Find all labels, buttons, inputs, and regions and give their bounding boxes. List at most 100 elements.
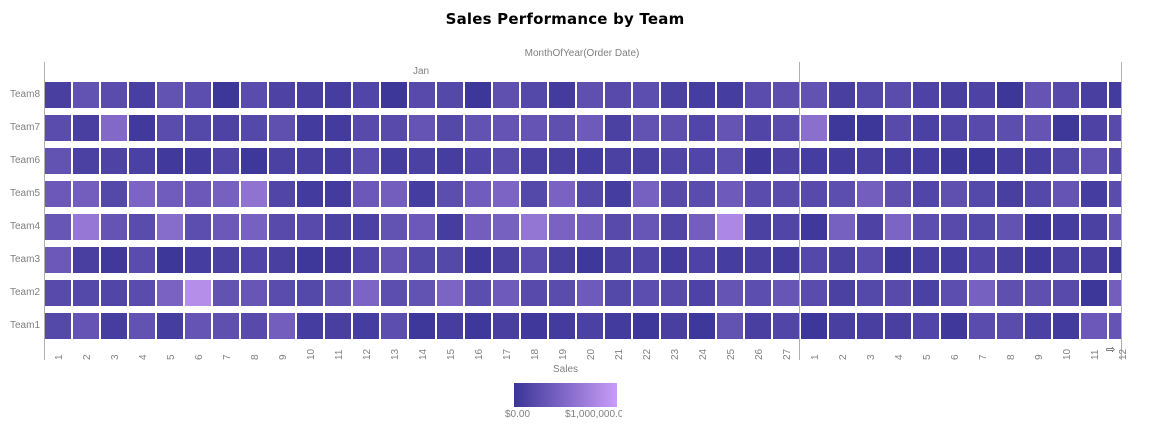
heatmap-cell[interactable] <box>129 313 155 339</box>
heatmap-cell[interactable] <box>661 82 687 108</box>
heatmap-cell[interactable] <box>157 313 183 339</box>
heatmap-cell[interactable] <box>549 148 575 174</box>
heatmap-cell[interactable] <box>913 214 939 240</box>
heatmap-cell[interactable] <box>801 313 827 339</box>
heatmap-cell[interactable] <box>941 181 967 207</box>
heatmap-cell[interactable] <box>857 82 883 108</box>
heatmap-cell[interactable] <box>969 214 995 240</box>
heatmap-cell[interactable] <box>381 214 407 240</box>
heatmap-cell[interactable] <box>185 181 211 207</box>
heatmap-cell[interactable] <box>269 115 295 141</box>
heatmap-cell[interactable] <box>465 148 491 174</box>
heatmap-cell[interactable] <box>829 115 855 141</box>
heatmap-cell[interactable] <box>45 280 71 306</box>
heatmap-cell[interactable] <box>661 313 687 339</box>
heatmap-cell[interactable] <box>829 247 855 273</box>
heatmap-cell[interactable] <box>913 181 939 207</box>
heatmap-cell[interactable] <box>941 313 967 339</box>
heatmap-cell[interactable] <box>997 313 1023 339</box>
heatmap-cell[interactable] <box>353 280 379 306</box>
heatmap-cell[interactable] <box>409 181 435 207</box>
heatmap-cell[interactable] <box>1109 247 1121 273</box>
heatmap-cell[interactable] <box>353 82 379 108</box>
heatmap-cell[interactable] <box>1109 181 1121 207</box>
heatmap-cell[interactable] <box>213 280 239 306</box>
heatmap-cell[interactable] <box>73 313 99 339</box>
heatmap-cell[interactable] <box>241 181 267 207</box>
heatmap-cell[interactable] <box>969 313 995 339</box>
heatmap-cell[interactable] <box>157 148 183 174</box>
heatmap-cell[interactable] <box>381 82 407 108</box>
heatmap-cell[interactable] <box>689 247 715 273</box>
heatmap-cell[interactable] <box>521 115 547 141</box>
heatmap-cell[interactable] <box>549 181 575 207</box>
heatmap-cell[interactable] <box>381 115 407 141</box>
heatmap-cell[interactable] <box>1109 82 1121 108</box>
heatmap-cell[interactable] <box>185 313 211 339</box>
heatmap-cell[interactable] <box>885 148 911 174</box>
heatmap-cell[interactable] <box>157 181 183 207</box>
heatmap-cell[interactable] <box>885 181 911 207</box>
heatmap-cell[interactable] <box>437 181 463 207</box>
heatmap-cell[interactable] <box>1025 280 1051 306</box>
heatmap-cell[interactable] <box>577 313 603 339</box>
heatmap-cell[interactable] <box>801 115 827 141</box>
heatmap-cell[interactable] <box>549 82 575 108</box>
heatmap-cell[interactable] <box>745 247 771 273</box>
heatmap-cell[interactable] <box>101 313 127 339</box>
heatmap-cell[interactable] <box>241 313 267 339</box>
heatmap-cell[interactable] <box>857 115 883 141</box>
heatmap-cell[interactable] <box>269 181 295 207</box>
heatmap-cell[interactable] <box>913 82 939 108</box>
heatmap-cell[interactable] <box>885 280 911 306</box>
heatmap-cell[interactable] <box>521 247 547 273</box>
heatmap-cell[interactable] <box>521 313 547 339</box>
heatmap-cell[interactable] <box>1109 280 1121 306</box>
heatmap-cell[interactable] <box>241 148 267 174</box>
heatmap-cell[interactable] <box>661 247 687 273</box>
heatmap-cell[interactable] <box>745 82 771 108</box>
heatmap-cell[interactable] <box>465 82 491 108</box>
heatmap-cell[interactable] <box>241 280 267 306</box>
heatmap-cell[interactable] <box>661 214 687 240</box>
heatmap-cell[interactable] <box>717 280 743 306</box>
heatmap-cell[interactable] <box>1081 313 1107 339</box>
heatmap-cell[interactable] <box>409 247 435 273</box>
scroll-right-icon[interactable]: ⇨ <box>1106 344 1116 356</box>
heatmap-cell[interactable] <box>969 181 995 207</box>
heatmap-cell[interactable] <box>661 280 687 306</box>
heatmap-cell[interactable] <box>1109 313 1121 339</box>
heatmap-cell[interactable] <box>353 247 379 273</box>
heatmap-cell[interactable] <box>465 214 491 240</box>
heatmap-cell[interactable] <box>773 115 799 141</box>
heatmap-cell[interactable] <box>297 247 323 273</box>
heatmap-cell[interactable] <box>325 214 351 240</box>
heatmap-cell[interactable] <box>409 280 435 306</box>
heatmap-cell[interactable] <box>325 280 351 306</box>
heatmap-cell[interactable] <box>549 313 575 339</box>
heatmap-cell[interactable] <box>465 115 491 141</box>
heatmap-cell[interactable] <box>157 82 183 108</box>
heatmap-cell[interactable] <box>269 247 295 273</box>
heatmap-cell[interactable] <box>801 148 827 174</box>
heatmap-cell[interactable] <box>73 181 99 207</box>
heatmap-cell[interactable] <box>521 181 547 207</box>
heatmap-cell[interactable] <box>1081 247 1107 273</box>
heatmap-cell[interactable] <box>605 148 631 174</box>
heatmap-cell[interactable] <box>829 280 855 306</box>
heatmap-cell[interactable] <box>1053 82 1079 108</box>
heatmap-cell[interactable] <box>73 82 99 108</box>
heatmap-cell[interactable] <box>689 313 715 339</box>
heatmap-cell[interactable] <box>521 280 547 306</box>
heatmap-cell[interactable] <box>605 247 631 273</box>
heatmap-cell[interactable] <box>969 247 995 273</box>
heatmap-cell[interactable] <box>1081 82 1107 108</box>
heatmap-cell[interactable] <box>1053 148 1079 174</box>
heatmap-cell[interactable] <box>157 280 183 306</box>
heatmap-cell[interactable] <box>409 115 435 141</box>
heatmap-cell[interactable] <box>857 214 883 240</box>
heatmap-cell[interactable] <box>129 82 155 108</box>
heatmap-cell[interactable] <box>661 181 687 207</box>
heatmap-cell[interactable] <box>717 214 743 240</box>
heatmap-cell[interactable] <box>997 82 1023 108</box>
